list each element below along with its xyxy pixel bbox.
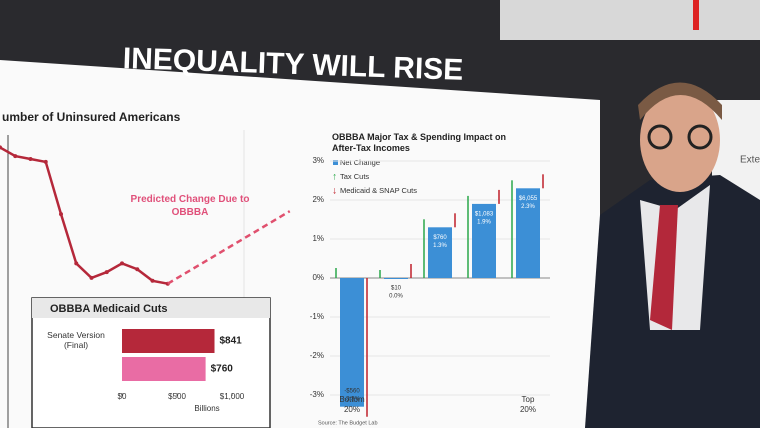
x-tick-label: $500: [168, 392, 186, 401]
value-label: -$560: [344, 388, 360, 394]
title-line: OBBBA Major Tax & Spending Impact on: [332, 132, 506, 142]
category-label: Senate Version (Final): [47, 330, 105, 350]
x-tick-line: 20%: [520, 405, 536, 414]
value-label: -3.3%: [344, 396, 360, 402]
glasses: [687, 124, 713, 150]
tie: [650, 205, 678, 330]
value-label: $1,083: [475, 211, 494, 217]
x-tick-label: Top 20%: [520, 395, 536, 414]
bar: [122, 357, 206, 381]
line-series: [167, 210, 291, 285]
line-point: [150, 278, 155, 283]
charts: umber of Uninsured Americans2030Predicte…: [0, 110, 550, 428]
presenter: [585, 82, 760, 428]
inset-header: [32, 298, 270, 318]
bar: [516, 188, 540, 278]
annotation-line: OBBBA: [172, 207, 209, 218]
line-point: [135, 267, 140, 272]
value-label: 2.3%: [521, 204, 535, 210]
bar: [122, 329, 215, 353]
studio-accent: [693, 0, 699, 30]
y-tick-label: -1%: [310, 312, 324, 321]
title-line: After-Tax Incomes: [332, 143, 410, 153]
legend-arrow: ↑: [332, 172, 337, 183]
y-tick-label: 0%: [312, 273, 324, 282]
x-tick-label: Bottom 20%: [339, 395, 365, 414]
line-point: [0, 145, 2, 150]
legend-arrow: ↓: [332, 186, 337, 197]
x-tick-label: $1,000: [220, 392, 245, 401]
x-tick-line: Bottom: [339, 395, 365, 404]
source: Source: The Budget Lab: [318, 420, 378, 426]
line-point: [28, 157, 33, 161]
line-series: [0, 146, 168, 285]
chart-title: OBBBA Major Tax & Spending Impact on Afte…: [332, 132, 506, 153]
y-tick-label: -3%: [310, 390, 324, 399]
line-point: [59, 212, 63, 217]
line-point: [74, 261, 79, 266]
annotation-line: Predicted Change Due to: [131, 194, 250, 205]
y-tick-label: -2%: [310, 351, 324, 360]
y-tick-label: 3%: [312, 156, 324, 165]
bar: [340, 278, 364, 407]
legend-label: Net Change: [340, 158, 380, 167]
line-point: [43, 159, 48, 164]
x-axis-label: Billions: [194, 404, 219, 413]
value-label: 1.9%: [477, 219, 491, 225]
legend-label: Tax Cuts: [340, 172, 369, 181]
chart-title: umber of Uninsured Americans: [2, 110, 181, 124]
x-tick-label: $0: [118, 392, 127, 401]
bar: [384, 278, 408, 279]
bar: [428, 227, 452, 278]
annotation: Predicted Change Due to OBBBA: [131, 194, 250, 218]
legend-label: Medicaid & SNAP Cuts: [340, 186, 417, 195]
category-line: (Final): [64, 340, 88, 350]
x-tick-line: 20%: [344, 405, 360, 414]
legend-swatch: [333, 160, 338, 165]
line-point: [104, 270, 109, 275]
value-label: 1.3%: [433, 243, 447, 249]
value-label: $760: [433, 235, 447, 241]
face: [640, 88, 720, 192]
studio-light: [500, 0, 760, 40]
value-label: $760: [211, 364, 234, 375]
line-point: [13, 154, 18, 159]
x-tick-line: Top: [522, 395, 535, 404]
y-tick-label: 1%: [312, 234, 324, 243]
value-label: $841: [220, 336, 243, 347]
side-text: Exte: [740, 155, 760, 166]
value-label: 0.0%: [389, 294, 403, 300]
y-tick-label: 2%: [312, 195, 324, 204]
value-label: $6,055: [519, 196, 538, 202]
line-point: [89, 275, 94, 280]
category-line: Senate Version: [47, 330, 105, 340]
line-point: [120, 261, 124, 266]
value-label: $10: [391, 286, 402, 292]
bar: [472, 203, 496, 278]
inset-title: OBBBA Medicaid Cuts: [50, 303, 168, 315]
glasses: [647, 124, 673, 150]
hair: [638, 82, 722, 120]
